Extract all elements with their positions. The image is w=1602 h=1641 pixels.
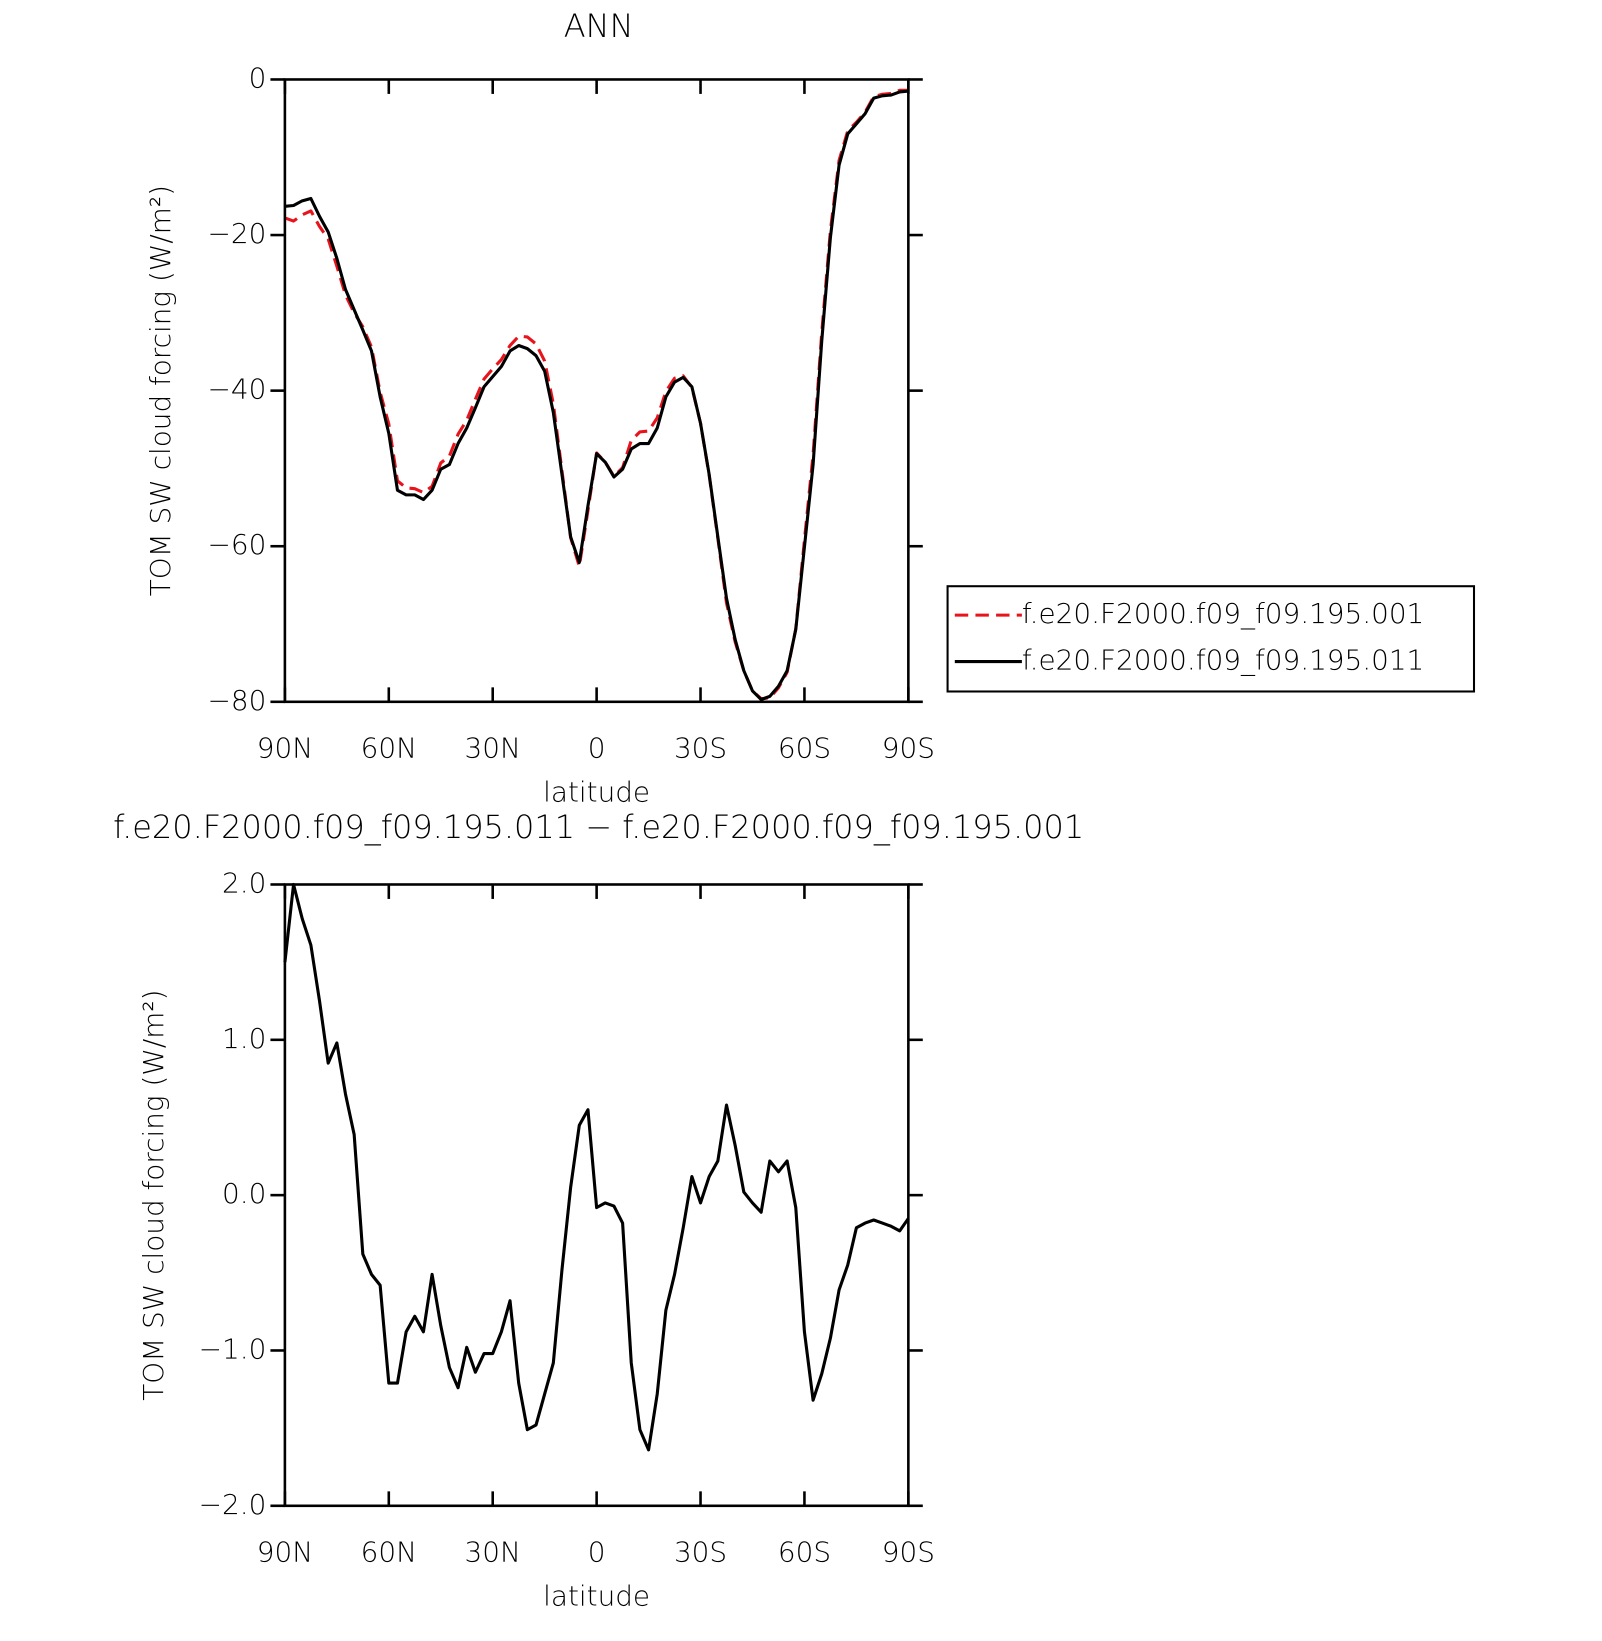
chart-title: ANN xyxy=(564,7,634,45)
x-tick-label: 0 xyxy=(588,1535,606,1568)
x-tick-label: 0 xyxy=(588,731,606,764)
legend-box xyxy=(946,585,1476,693)
y-tick-label: −80 xyxy=(208,684,267,717)
y-tick-label: 0 xyxy=(249,61,267,94)
x-tick-label: 60N xyxy=(361,1535,417,1568)
data-line xyxy=(283,882,910,1452)
x-tick-label: 30N xyxy=(465,731,521,764)
data-line xyxy=(284,89,909,702)
y-axis-label: TOM SW cloud forcing (W/m²) xyxy=(144,185,177,596)
y-tick-label: 0.0 xyxy=(222,1177,266,1210)
x-tick-label: 60N xyxy=(361,731,417,764)
x-axis-label: latitude xyxy=(543,1580,650,1613)
y-tick-label: 1.0 xyxy=(222,1022,266,1055)
chart-title: f.e20.F2000.f09_f09.195.011 − f.e20.F200… xyxy=(113,808,1084,846)
y-tick-label: −1.0 xyxy=(199,1332,267,1365)
x-tick-label: 90N xyxy=(257,731,313,764)
x-tick-label: 90N xyxy=(257,1535,313,1568)
y-tick-label: −2.0 xyxy=(199,1488,267,1521)
x-tick-label: 90S xyxy=(882,1535,935,1568)
legend-label: f.e20.F2000.f09_f09.195.001 xyxy=(1022,597,1424,631)
y-tick-label: −20 xyxy=(208,217,267,250)
y-axis-label: TOM SW cloud forcing (W/m²) xyxy=(137,990,170,1401)
x-tick-label: 60S xyxy=(778,731,831,764)
x-tick-label: 90S xyxy=(882,731,935,764)
y-tick-label: 2.0 xyxy=(222,866,266,899)
x-tick-label: 30S xyxy=(674,1535,727,1568)
x-tick-label: 60S xyxy=(778,1535,831,1568)
x-axis-label: latitude xyxy=(543,776,650,809)
y-tick-label: −60 xyxy=(208,528,267,561)
y-tick-label: −40 xyxy=(208,373,267,406)
x-tick-label: 30S xyxy=(674,731,727,764)
legend-label: f.e20.F2000.f09_f09.195.011 xyxy=(1022,644,1424,678)
x-tick-label: 30N xyxy=(465,1535,521,1568)
